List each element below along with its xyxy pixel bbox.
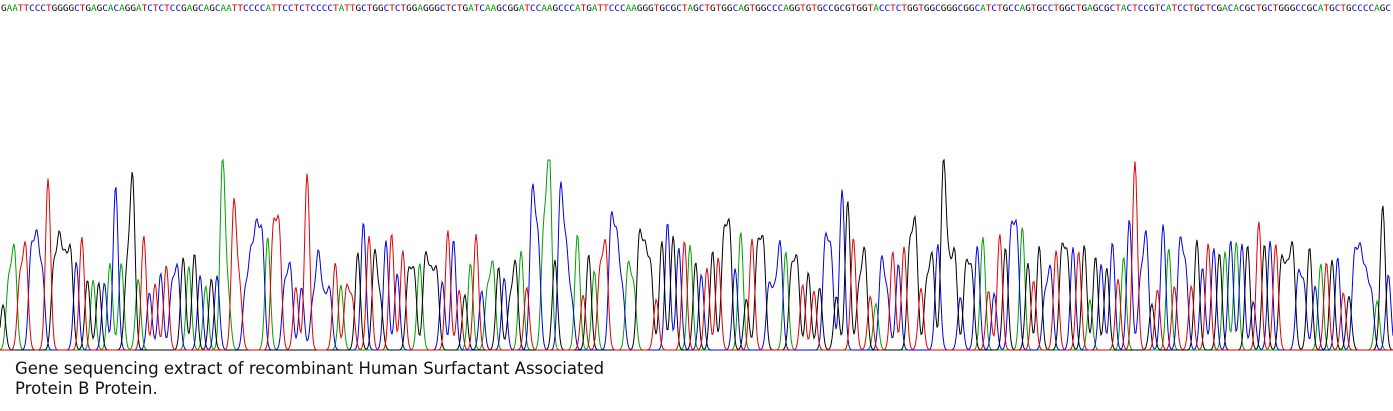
base-sequence: GAATTCCCTGGGGCTGAGCACAGGATCTCTCCGAGCAGCA…	[1, 4, 1391, 14]
trace	[0, 158, 1393, 351]
trace	[0, 161, 1393, 351]
trace	[0, 158, 1393, 351]
caption: Gene sequencing extract of recombinant H…	[15, 359, 605, 398]
chromatogram: GAATTCCCTGGGGCTGAGCACAGGATCTCTCCGAGCAGCA…	[0, 4, 1393, 351]
